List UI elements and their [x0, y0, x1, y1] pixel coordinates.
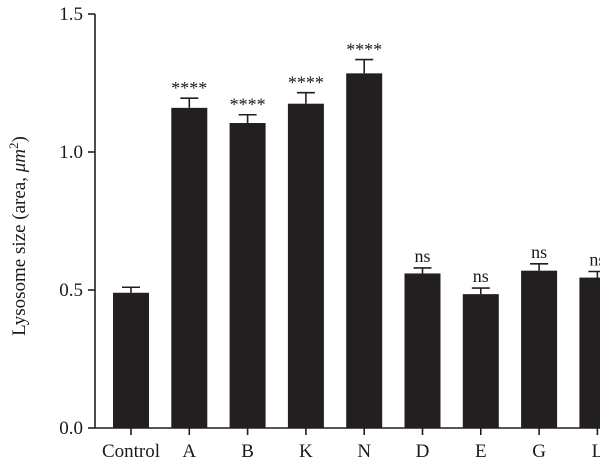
x-tick-label-e: E	[475, 441, 487, 462]
x-tick-label-g: G	[532, 441, 546, 462]
significance-label-l: ns	[589, 250, 600, 270]
significance-label-g: ns	[531, 242, 547, 262]
y-tick-label: 1.5	[59, 4, 83, 25]
x-tick-label-k: K	[299, 441, 313, 462]
bar-k	[287, 103, 324, 428]
bar-a	[171, 107, 208, 428]
significance-label-k: ****	[288, 73, 324, 93]
y-axis-title: Lysosome size (area, μm2)	[6, 136, 31, 336]
y-tick-label: 1.0	[59, 142, 83, 163]
x-tick-label-control: Control	[102, 441, 160, 462]
x-tick-label-d: D	[416, 441, 430, 462]
significance-label-b: ****	[230, 95, 266, 115]
bar-control	[113, 292, 149, 428]
x-tick-label-b: B	[241, 441, 254, 462]
bar-l	[579, 277, 600, 428]
y-axis-title-m: m	[9, 149, 30, 163]
x-tick-label-a: A	[182, 441, 196, 462]
bar-g	[521, 270, 558, 428]
y-axis-title-main: Lysosome size (area,	[9, 172, 30, 336]
significance-label-d: ns	[414, 246, 430, 266]
bar-e	[462, 294, 499, 428]
bars-group	[113, 58, 600, 429]
y-axis-title-sup: 2	[6, 142, 21, 149]
y-tick-label: 0.0	[59, 418, 83, 439]
x-tick-label-n: N	[357, 441, 371, 462]
significance-label-a: ****	[171, 78, 207, 98]
y-axis-title-mu: μ	[9, 163, 30, 174]
y-tick-label: 0.5	[59, 280, 83, 301]
bar-b	[229, 123, 266, 429]
bar-n	[346, 73, 383, 428]
y-axis-title-close: )	[9, 136, 30, 142]
significance-label-n: ****	[346, 40, 382, 60]
labels-group: Control A **** B **** K **** N **** Dns Ens Gns Lns	[102, 40, 600, 462]
significance-label-e: ns	[473, 266, 489, 286]
bar-d	[404, 273, 441, 428]
x-tick-label-l: L	[592, 441, 600, 462]
